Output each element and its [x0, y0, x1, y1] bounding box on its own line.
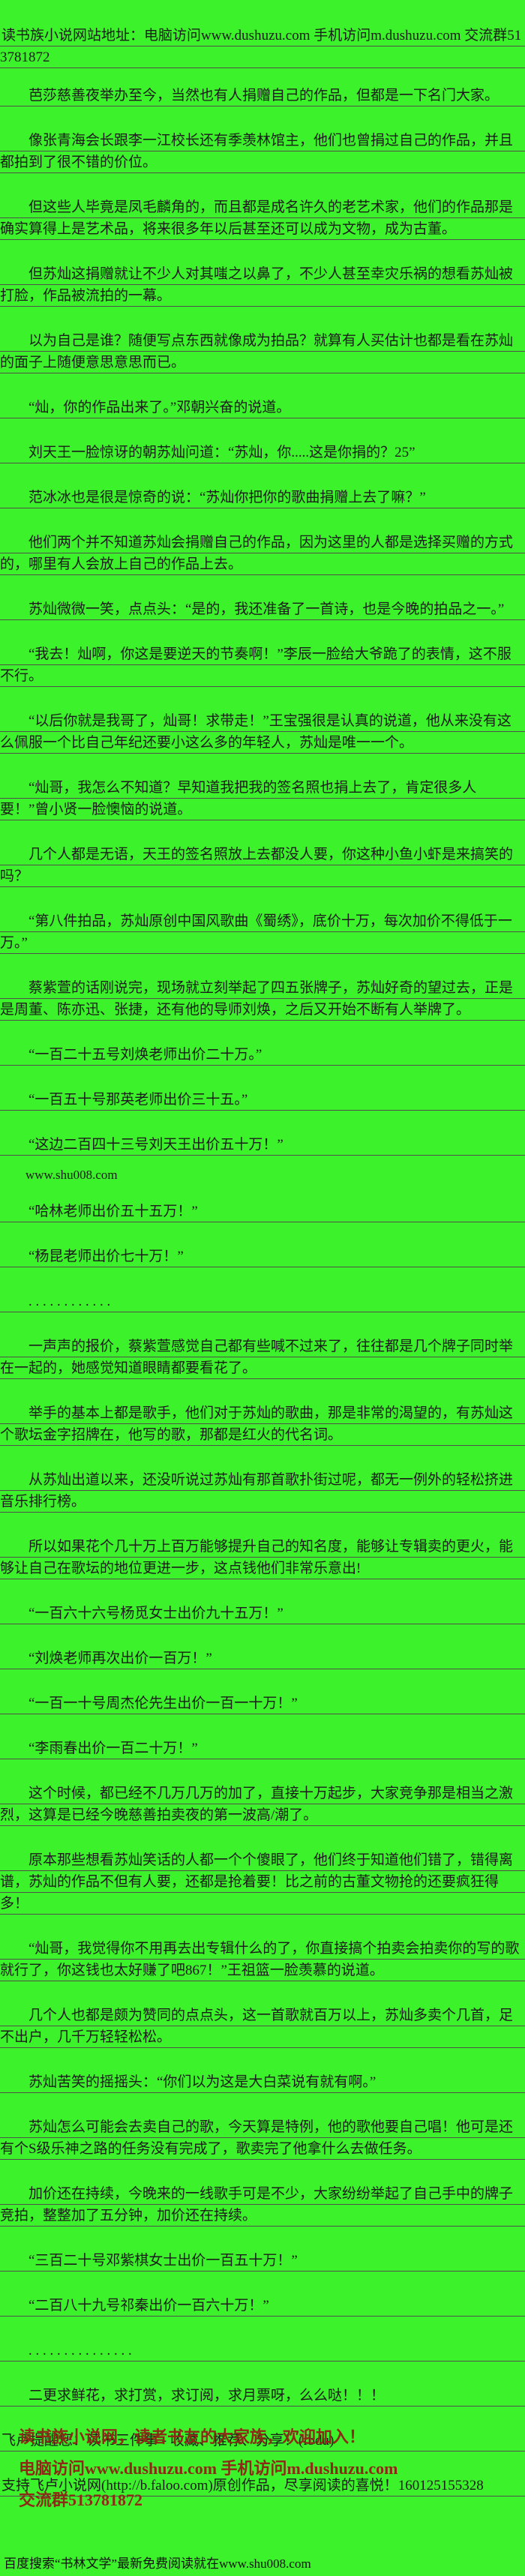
- novel-paragraph: 从苏灿出道以来，还没听说过苏灿有那首歌扑街过呢，都无一例外的轻松挤进音乐排行榜。: [0, 1469, 525, 1513]
- novel-paragraph: “哈林老师出价五十五万！”: [0, 1201, 525, 1222]
- novel-paragraph: “灿，你的作品出来了。”邓朝兴奋的说道。: [0, 397, 525, 418]
- novel-paragraph: “灿哥，我怎么不知道？早知道我把我的签名照也捐上去了，肯定很多人要！”曾小贤一脸…: [0, 777, 525, 820]
- novel-paragraph: 支持飞卢小说网(http://b.faloo.com)原创作品，尽享阅读的喜悦！…: [0, 2475, 525, 2497]
- novel-paragraph: 但这些人毕竟是凤毛麟角的，而且都是成名许久的老艺术家，他们的作品那是确实算得上是…: [0, 196, 525, 240]
- novel-paragraph: 几个人也都是颇为赞同的点点头，这一首歌就百万以上，苏灿多卖个几首，足不出户，几千…: [0, 2005, 525, 2048]
- novel-paragraph: 飞卢提醒您：读书三件事 - 收藏、推荐、分享！(fbdu): [0, 2430, 525, 2452]
- novel-paragraph: 原本那些想看苏灿笑话的人都一个个傻眼了，他们终于知道他们错了，错得离谱，苏灿的作…: [0, 1849, 525, 1915]
- novel-paragraph: “一百六十六号杨觅女士出价九十五万！”: [0, 1603, 525, 1624]
- novel-paragraph: 像张青海会长跟李一江校长还有季羡林馆主，他们也曾捐过自己的作品，并且都拍到了很不…: [0, 130, 525, 173]
- novel-paragraph: “杨昆老师出价七十万！”: [0, 1246, 525, 1267]
- site-address-notice: 读书族小说网站地址：电脑访问www.dushuzu.com 手机访问m.dush…: [0, 25, 525, 68]
- novel-paragraph: “二百八十九号祁秦出价一百六十万！”: [0, 2295, 525, 2317]
- novel-paragraph: . . . . . . . . . . . . . . .: [0, 2340, 525, 2362]
- novel-paragraph: “一百一十号周杰伦先生出价一百一十万！”: [0, 1693, 525, 1714]
- novel-paragraph: 范冰冰也是很是惊奇的说：“苏灿你把你的歌曲捐赠上去了嘛？”: [0, 487, 525, 508]
- promo-url-line: 电脑访问www.dushuzu.com 手机访问m.dushuzu.com: [19, 2459, 398, 2478]
- novel-paragraph: 苏灿苦笑的摇摇头：“你们以为这是大白菜说有就有啊。”: [0, 2071, 525, 2093]
- watermark-url-line: www.shu008.com: [26, 1168, 118, 1182]
- baidu-search-promo-line: 百度搜索“书林文学”最新免费阅读就在www.shu008.com: [4, 2557, 311, 2571]
- novel-paragraph: “一百五十号那英老师出价三十五。”: [0, 1089, 525, 1111]
- novel-paragraph: 苏灿微微一笑，点点头：“是的，我还准备了一首诗，也是今晚的拍品之一。”: [0, 598, 525, 620]
- novel-paragraph: “刘焕老师再次出价一百万！”: [0, 1648, 525, 1669]
- novel-paragraph: “这边二百四十三号刘天王出价五十万！”: [0, 1134, 525, 1156]
- novel-paragraph: 几个人都是无语，天王的签名照放上去都没人要，你这种小鱼小虾是来搞笑的吗？: [0, 844, 525, 887]
- novel-paragraph: 苏灿怎么可能会去卖自己的歌，今天算是特例，他的歌他要自己唱！他可是还有个S级乐神…: [0, 2116, 525, 2160]
- novel-paragraph: 他们两个并不知道苏灿会捐赠自己的作品，因为这里的人都是选择买赠的方式的，哪里有人…: [0, 532, 525, 575]
- novel-paragraph: 这个时候，都已经不几万几万的加了，直接十万起步，大家竞争那是相当之激烈，这算是已…: [0, 1783, 525, 1826]
- novel-paragraph: “三百二十号邓紫棋女士出价一百五十万！”: [0, 2250, 525, 2272]
- novel-paragraph: “一百二十五号刘焕老师出价二十万。”: [0, 1044, 525, 1066]
- novel-paragraph: “李雨春出价一百二十万！”: [0, 1738, 525, 1759]
- novel-paragraph: 所以如果花个几十万上百万能够提升自己的知名度，能够让专辑卖的更火，能够让自己在歌…: [0, 1536, 525, 1579]
- novel-paragraph: . . . . . . . . . . . .: [0, 1291, 525, 1312]
- novel-paragraph: 加价还在持续，今晚来的一线歌手可是不少，大家纷纷举起了自己手中的牌子竞拍，整整加…: [0, 2183, 525, 2227]
- novel-paragraph: 二更求鲜花，求打赏，求订阅，求月票呀，么么哒！！！: [0, 2385, 525, 2407]
- site-promo-block: 读书族小说网，读者书友的大家族，欢迎加入！ 电脑访问www.dushuzu.co…: [19, 2428, 514, 2523]
- novel-paragraph: “以后你就是我哥了，灿哥！求带走！”王宝强很是认真的说道，他从来没有这么佩服一个…: [0, 710, 525, 754]
- novel-paragraph: “灿哥，我觉得你不用再去出专辑什么的了，你直接搞个拍卖会拍卖你的写的歌就行了，你…: [0, 1938, 525, 1981]
- novel-paragraph: 但苏灿这捐赠就让不少人对其嗤之以鼻了，不少人甚至幸灾乐祸的想看苏灿被打脸，作品被…: [0, 263, 525, 307]
- novel-paragraph: 一声声的报价，蔡紫萱感觉自己都有些喊不过来了，往往都是几个牌子同时举在一起的，她…: [0, 1336, 525, 1379]
- promo-qq-group-line: 交流群513781872: [19, 2491, 143, 2509]
- novel-paragraph: 以为自己是谁？随便写点东西就像成为拍品？就算有人买估计也都是看在苏灿的面子上随便…: [0, 330, 525, 373]
- novel-paragraph: 芭莎慈善夜举办至今，当然也有人捐赠自己的作品，但都是一下名门大家。: [0, 85, 525, 106]
- novel-paragraph: “第八件拍品，苏灿原创中国风歌曲《蜀绣》，底价十万，每次加价不得低于一万。”: [0, 910, 525, 954]
- novel-paragraph: “我去！灿啊，你这是要逆天的节奏啊！”李辰一脸给大爷跪了的表情，这不服不行。: [0, 643, 525, 687]
- novel-paragraph: 刘天王一脸惊讶的朝苏灿问道：“苏灿，你.....这是你捐的？25”: [0, 442, 525, 463]
- novel-paragraph: 举手的基本上都是歌手，他们对于苏灿的歌曲，那是非常的渴望的，有苏灿这个歌坛金字招…: [0, 1402, 525, 1446]
- chapter-text: 读书族小说网站地址：电脑访问www.dushuzu.com 手机访问m.dush…: [0, 25, 525, 2497]
- novel-paragraph: 蔡紫萱的话刚说完，现场就立刻举起了四五张牌子，苏灿好奇的望过去，正是是周董、陈亦…: [0, 977, 525, 1021]
- promo-join-line: 读书族小说网，读者书友的大家族，欢迎加入！: [19, 2428, 366, 2446]
